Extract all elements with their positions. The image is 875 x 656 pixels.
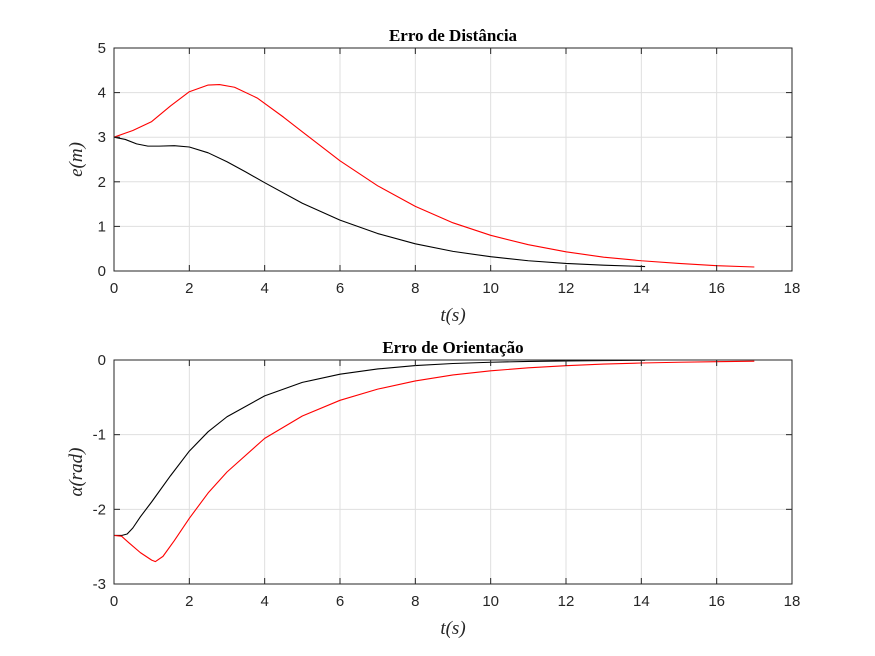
distance-xtick-label-4: 8 <box>411 280 419 297</box>
orientation-y-axis-label: α(rad) <box>66 447 87 496</box>
distance-xtick-label-6: 12 <box>558 280 575 297</box>
distance-xtick-label-5: 10 <box>482 280 499 297</box>
orientation-ytick-label-2: -1 <box>93 427 106 444</box>
distance-ytick-label-2: 2 <box>98 174 106 191</box>
distance-ytick-label-5: 5 <box>98 40 106 57</box>
distance-xtick-label-0: 0 <box>110 280 118 297</box>
orientation-xtick-label-4: 8 <box>411 593 419 610</box>
distance-chart-title: Erro de Distância <box>389 26 518 45</box>
orientation-xtick-label-3: 6 <box>336 593 344 610</box>
orientation-xtick-label-6: 12 <box>558 593 575 610</box>
orientation-xtick-label-2: 4 <box>260 593 268 610</box>
orientation-series-line-0 <box>114 359 646 537</box>
distance-xtick-label-8: 16 <box>708 280 725 297</box>
orientation-ytick-label-0: -3 <box>93 576 106 593</box>
orientation-error-axes: 0 2 4 6 8 10 12 14 16 18 -3 -2 -1 0 Erro de Orientação… <box>66 338 800 639</box>
distance-ytick-label-0: 0 <box>98 263 106 280</box>
distance-xtick-label-1: 2 <box>185 280 193 297</box>
distance-xtick-label-2: 4 <box>260 280 268 297</box>
distance-axes-frame <box>113 47 793 272</box>
distance-series-line-1 <box>113 84 755 268</box>
orientation-x-axis-label: t(s) <box>440 618 465 639</box>
orientation-axes-frame <box>113 359 793 585</box>
distance-ytick-label-4: 4 <box>98 85 106 102</box>
orientation-xtick-label-5: 10 <box>482 593 499 610</box>
distance-series-line-0 <box>113 136 646 268</box>
orientation-chart-title: Erro de Orientação <box>382 338 523 357</box>
orientation-xtick-label-9: 18 <box>784 593 801 610</box>
distance-ytick-label-3: 3 <box>98 129 106 146</box>
distance-x-axis-label: t(s) <box>440 305 465 326</box>
distance-y-axis-label: e(m) <box>66 142 87 177</box>
distance-xtick-label-9: 18 <box>784 280 801 297</box>
orientation-ytick-label-1: -2 <box>93 501 106 518</box>
orientation-xtick-label-8: 16 <box>708 593 725 610</box>
orientation-xtick-label-1: 2 <box>185 593 193 610</box>
distance-xtick-label-3: 6 <box>336 280 344 297</box>
orientation-xtick-label-0: 0 <box>110 593 118 610</box>
distance-xtick-label-7: 14 <box>633 280 650 297</box>
orientation-xtick-label-7: 14 <box>633 593 650 610</box>
distance-ytick-label-1: 1 <box>98 218 106 235</box>
orientation-series-line-1 <box>113 360 755 563</box>
orientation-ytick-label-3: 0 <box>98 352 106 369</box>
